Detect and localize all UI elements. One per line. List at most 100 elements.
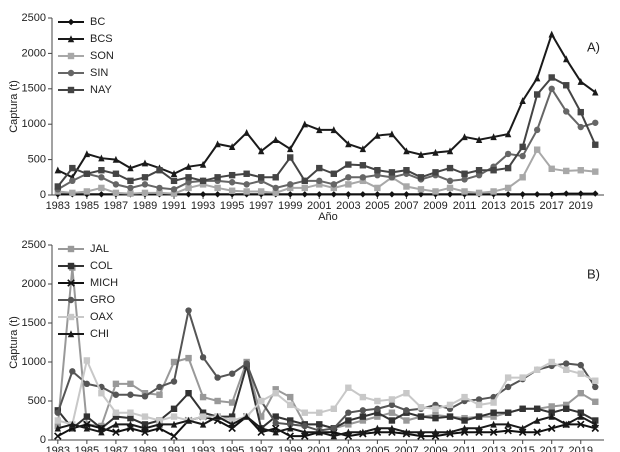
marker (272, 174, 279, 181)
marker (214, 374, 221, 381)
y-tick-label: 2500 (22, 239, 46, 251)
marker (533, 91, 541, 98)
marker (388, 396, 396, 403)
marker (548, 191, 555, 198)
marker (98, 167, 105, 174)
x-tick-label: 1999 (278, 445, 302, 452)
marker (228, 413, 236, 420)
marker (257, 188, 265, 195)
marker (287, 417, 294, 424)
x-tick-label: 2013 (481, 445, 505, 452)
series-line (56, 267, 596, 430)
x-tick-label: 1991 (162, 200, 186, 212)
y-tick-label: 1500 (22, 83, 46, 95)
x-tick-label: 1985 (75, 200, 99, 212)
marker (301, 120, 308, 128)
series-line (56, 310, 597, 432)
marker (563, 55, 570, 63)
x-tick-label: 2015 (510, 445, 534, 452)
marker (257, 424, 265, 432)
legend-label: NAY (90, 84, 112, 96)
marker (359, 393, 367, 401)
marker (374, 131, 381, 139)
marker (577, 390, 584, 397)
marker (214, 140, 221, 148)
marker (374, 424, 381, 432)
marker (475, 189, 483, 197)
marker (417, 174, 425, 181)
marker (272, 184, 279, 192)
marker (83, 170, 91, 177)
marker (170, 420, 178, 428)
marker (548, 409, 555, 416)
marker (330, 181, 338, 188)
marker (112, 155, 120, 163)
marker (141, 189, 149, 197)
x-tick-label: 1997 (249, 200, 273, 212)
marker (533, 428, 541, 436)
marker (388, 191, 396, 198)
marker (243, 360, 250, 367)
marker (214, 397, 221, 405)
series-line (57, 357, 596, 426)
marker (548, 165, 555, 173)
panel-label: A) (587, 39, 600, 54)
marker (112, 189, 120, 197)
marker (417, 413, 425, 420)
legend-marker (67, 18, 75, 26)
marker (577, 78, 584, 85)
marker (199, 160, 207, 168)
marker (83, 188, 91, 195)
legend-marker (67, 52, 75, 60)
marker (577, 361, 584, 369)
marker (548, 412, 555, 420)
marker (475, 167, 483, 174)
marker (301, 177, 308, 185)
marker (475, 424, 483, 432)
marker (228, 179, 236, 186)
marker (83, 380, 91, 388)
panel-label: B) (587, 266, 600, 281)
marker (127, 414, 134, 422)
marker (548, 74, 555, 81)
marker (271, 424, 280, 433)
marker (504, 130, 512, 138)
marker (98, 390, 105, 397)
marker (272, 390, 279, 397)
marker (127, 409, 134, 416)
marker (446, 428, 454, 436)
y-tick-label: 0 (40, 189, 46, 201)
marker (533, 366, 541, 373)
marker (127, 420, 134, 428)
marker (141, 393, 149, 400)
marker (533, 146, 541, 153)
marker (301, 422, 308, 430)
x-tick-label: 2009 (423, 445, 447, 452)
marker (432, 414, 439, 422)
marker (185, 307, 192, 314)
y-axis-label: Captura (t) (8, 316, 20, 369)
marker (446, 401, 454, 409)
marker (199, 191, 207, 198)
marker (156, 391, 163, 398)
marker (577, 190, 584, 197)
marker (403, 417, 410, 424)
marker (127, 380, 134, 388)
marker (417, 404, 425, 411)
marker (432, 428, 439, 436)
marker (577, 108, 584, 116)
marker (563, 405, 570, 412)
marker (199, 413, 207, 420)
legend-marker (67, 262, 75, 270)
marker (272, 413, 279, 420)
marker (359, 428, 367, 436)
marker (359, 413, 367, 420)
marker (403, 191, 410, 198)
marker (417, 186, 425, 193)
legend-marker (67, 279, 75, 287)
marker (563, 82, 570, 89)
marker (272, 386, 279, 393)
marker (446, 413, 454, 420)
marker (199, 181, 207, 188)
marker (432, 188, 439, 195)
